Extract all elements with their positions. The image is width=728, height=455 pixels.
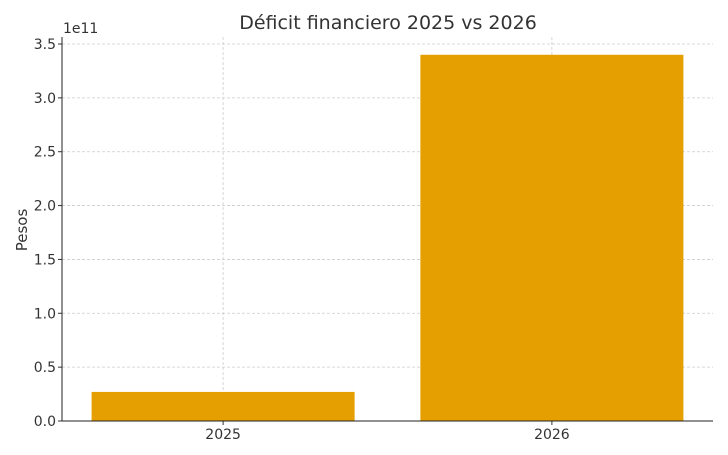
y-offset-label: 1e11: [63, 21, 98, 37]
y-tick-label: 1.5: [34, 252, 56, 268]
chart-title: Déficit financiero 2025 vs 2026: [239, 12, 537, 34]
x-tick-label: 2026: [534, 427, 570, 443]
bar-2026: [420, 54, 684, 421]
y-tick-label: 0.5: [34, 360, 56, 376]
y-tick-label: 2.0: [34, 199, 56, 215]
x-tick-label: 2025: [205, 427, 241, 443]
y-tick-label: 0.0: [34, 414, 56, 430]
y-tick-label: 3.5: [34, 37, 56, 53]
y-tick-label: 2.5: [34, 145, 56, 161]
bar-2025: [91, 391, 355, 421]
y-axis-label: Pesos: [13, 209, 31, 252]
y-tick-label: 1.0: [34, 306, 56, 322]
y-tick-label: 3.0: [34, 91, 56, 107]
